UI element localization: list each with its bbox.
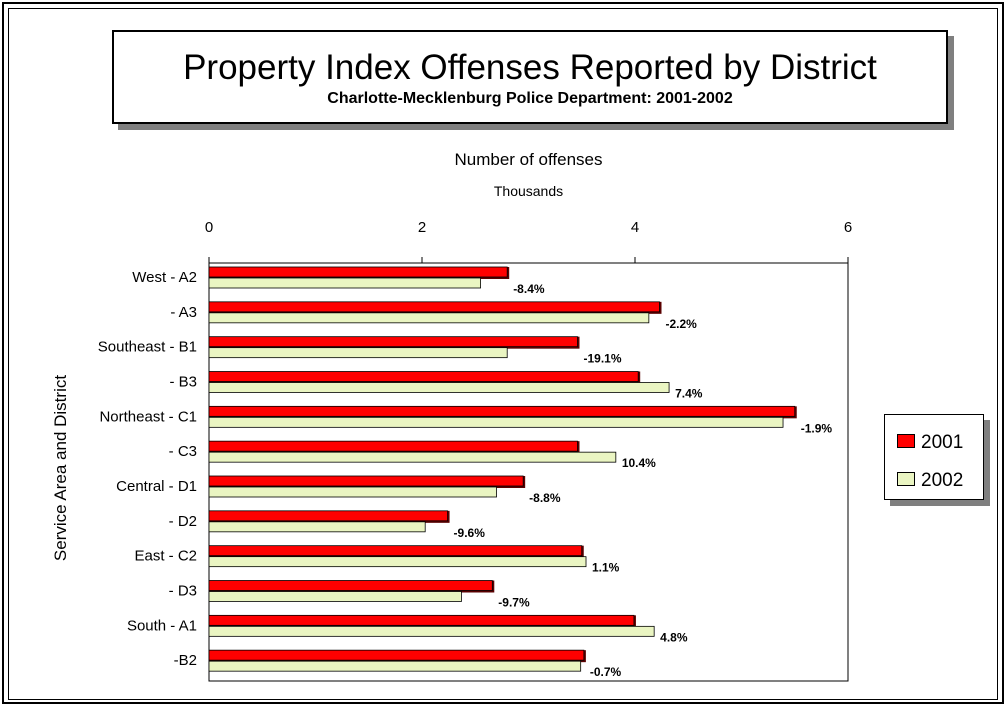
category-label: East - C2 xyxy=(134,548,197,565)
chart-title: Property Index Offenses Reported by Dist… xyxy=(183,48,877,87)
change-label: -8.4% xyxy=(513,282,545,296)
change-label: 1.1% xyxy=(592,561,620,575)
bar-2001 xyxy=(208,545,583,557)
bar-2001 xyxy=(208,371,639,382)
x-axis-title: Number of offenses xyxy=(454,150,602,169)
category-label: Southeast - B1 xyxy=(98,339,197,356)
category-label: - D2 xyxy=(169,513,197,530)
change-label: 10.4% xyxy=(622,456,656,470)
bar-2002 xyxy=(208,312,650,324)
category-label: South - A1 xyxy=(127,617,197,634)
category-label: Central - D1 xyxy=(116,478,197,495)
bar-2001 xyxy=(208,614,635,626)
legend-item-2001: 2001 xyxy=(897,433,963,453)
change-label: 7.4% xyxy=(675,387,703,401)
legend: 2001 2002 xyxy=(884,414,984,500)
chart-subtitle: Charlotte-Mecklenburg Police Department:… xyxy=(327,90,733,107)
legend-label-2002: 2002 xyxy=(921,470,964,491)
bar-2002 xyxy=(208,451,617,463)
bar-2002 xyxy=(208,347,508,359)
bar-2001 xyxy=(208,336,578,348)
frame-inner-border xyxy=(8,8,998,700)
category-label: - C3 xyxy=(169,443,197,460)
category-label: - D3 xyxy=(169,583,197,600)
bar-2001 xyxy=(208,266,508,278)
category-label: - B3 xyxy=(169,374,197,391)
bar-2002 xyxy=(208,382,670,393)
x-tick-label: 2 xyxy=(418,219,426,236)
bar-2001 xyxy=(208,580,493,591)
x-tick-label: 4 xyxy=(631,219,639,236)
change-label: -0.7% xyxy=(590,665,622,679)
x-axis-unit: Thousands xyxy=(494,183,563,199)
y-axis-title: Service Area and District xyxy=(51,375,70,561)
bar-2002 xyxy=(208,591,462,602)
bar-2002 xyxy=(208,556,587,568)
change-label: 4.8% xyxy=(660,630,688,644)
bar-2002 xyxy=(208,277,481,289)
category-label: West - A2 xyxy=(132,269,197,286)
bar-2002 xyxy=(208,416,784,428)
title-box: Property Index Offenses Reported by Dist… xyxy=(112,30,948,124)
plot-area xyxy=(208,262,849,682)
bar-2002 xyxy=(208,521,426,533)
bar-2001 xyxy=(208,510,448,522)
legend-swatch-2001 xyxy=(897,434,915,449)
change-label: -2.2% xyxy=(665,317,697,331)
change-label: -9.7% xyxy=(498,596,530,610)
change-label: -9.6% xyxy=(454,526,486,540)
legend-item-2002: 2002 xyxy=(897,471,963,491)
x-tick-label: 6 xyxy=(844,219,852,236)
x-tick-label: 0 xyxy=(205,219,213,236)
category-label: - A3 xyxy=(170,304,197,321)
bar-2002 xyxy=(208,660,582,672)
bar-2001 xyxy=(208,405,796,417)
legend-label-2001: 2001 xyxy=(921,432,964,453)
bar-2001 xyxy=(208,440,578,452)
change-label: -1.9% xyxy=(801,421,833,435)
category-label: -B2 xyxy=(174,652,197,669)
bar-2002 xyxy=(208,625,655,637)
change-label: -8.8% xyxy=(529,491,561,505)
bar-2001 xyxy=(208,649,585,661)
bar-2001 xyxy=(208,475,524,487)
legend-swatch-2002 xyxy=(897,472,915,487)
bar-2002 xyxy=(208,486,497,498)
change-label: -19.1% xyxy=(583,352,621,366)
category-label: Northeast - C1 xyxy=(99,408,197,425)
bar-2001 xyxy=(208,301,660,313)
